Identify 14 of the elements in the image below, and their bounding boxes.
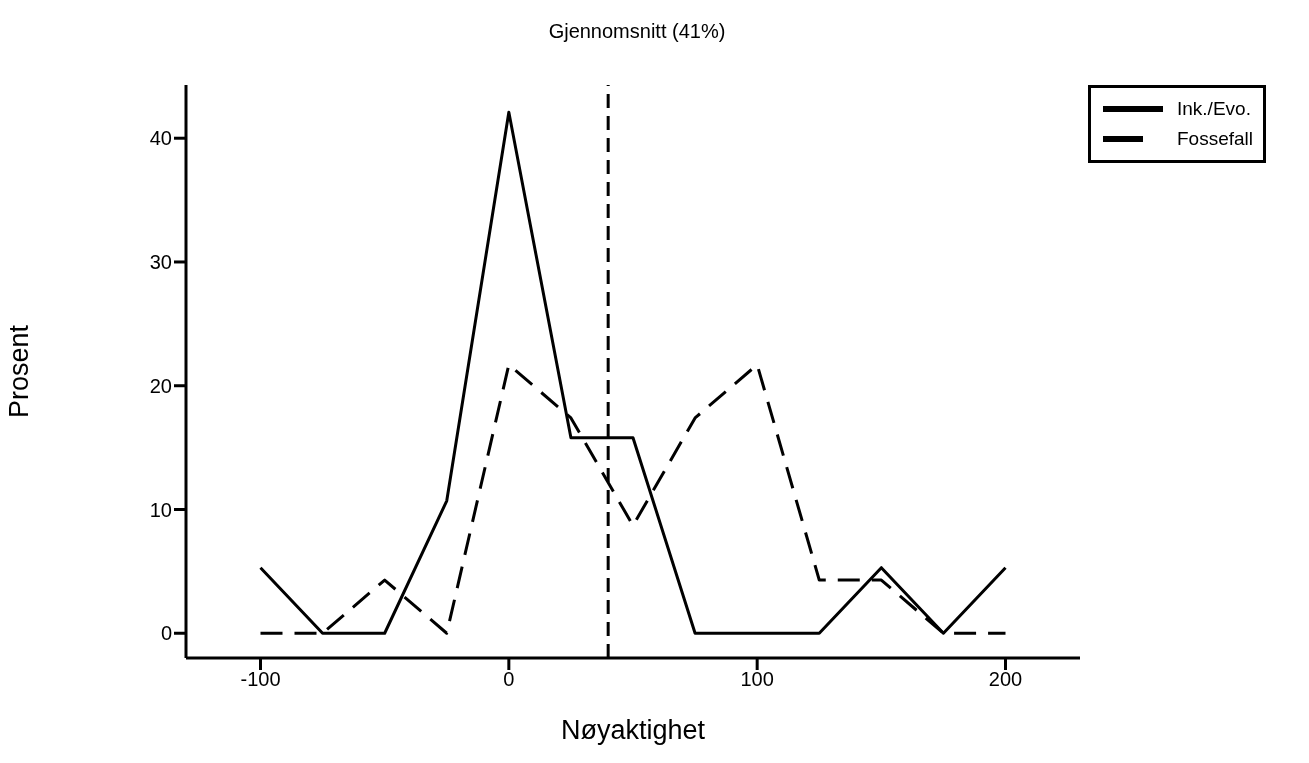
x-tick-label: 100 — [740, 668, 774, 691]
chart-title: Gjennomsnitt (41%) — [547, 20, 727, 43]
y-tick-label: 40 — [149, 127, 172, 150]
legend-label: Fossefall — [1177, 128, 1254, 150]
x-tick-label: -100 — [240, 668, 281, 691]
y-axis-title: Prosent — [3, 324, 34, 419]
y-tick-label: 30 — [149, 251, 172, 274]
y-tick-label: 0 — [160, 622, 172, 645]
x-axis-title: Nøyaktighet — [560, 715, 706, 745]
y-tick-label: 10 — [149, 498, 172, 521]
x-tick-label: 0 — [503, 668, 515, 691]
x-tick-label: 200 — [988, 668, 1023, 691]
legend-label: Ink./Evo. — [1177, 98, 1251, 120]
y-tick-label: 20 — [149, 374, 172, 397]
